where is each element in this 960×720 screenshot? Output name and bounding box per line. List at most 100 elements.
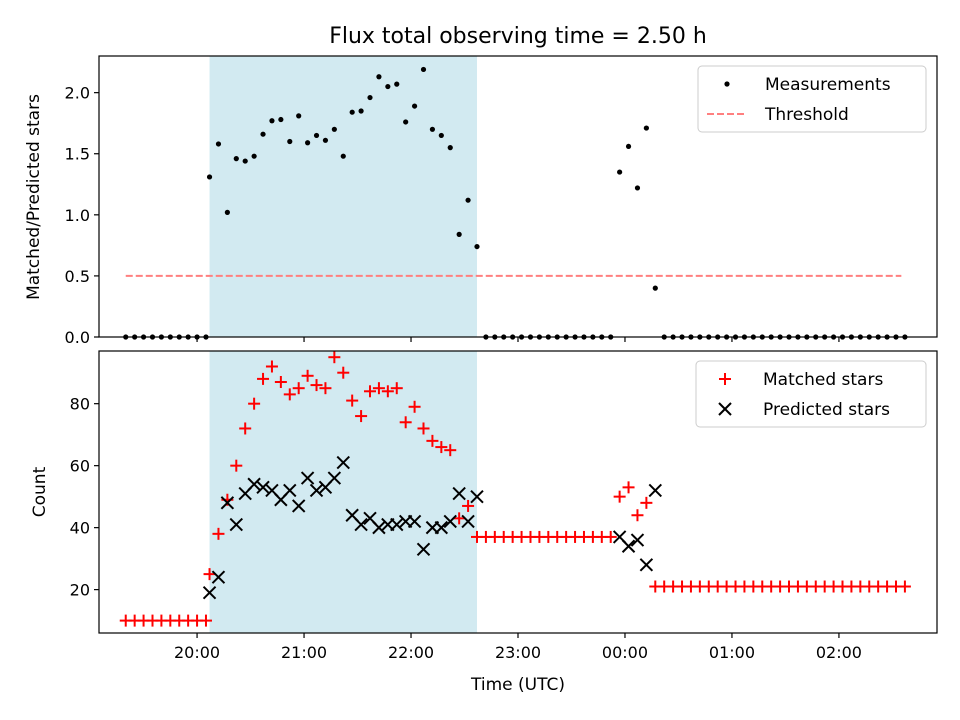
matched-point [640, 496, 653, 509]
matched-point [283, 388, 296, 401]
predicted-point [452, 486, 466, 501]
measurement-point [447, 145, 453, 151]
measurement-point [634, 185, 641, 191]
y-tick-label: 0.5 [65, 267, 90, 286]
matched-point [212, 527, 225, 540]
measurement-point [206, 174, 213, 180]
bottom-y-axis-label: Count [30, 466, 50, 517]
measurement-point [376, 74, 382, 80]
bottom-marks [119, 351, 911, 627]
y-tick-label: 0.0 [65, 328, 90, 347]
matched-point [265, 360, 278, 373]
top-legend-box [697, 65, 927, 133]
predicted-point [336, 455, 350, 470]
top-y-axis-label: Matched/Predicted stars [24, 94, 44, 300]
top-x-axis [196, 337, 840, 342]
measurement-point [456, 231, 462, 237]
matched-point [372, 382, 385, 395]
top-marks [123, 66, 908, 340]
chart-title: Flux total observing time = 2.50 h [329, 24, 707, 49]
bottom-panel: 20 40 60 80 20:00 21:00 22:00 23:00 00:00 01:00 0… [30, 350, 938, 695]
matched-point [310, 379, 323, 392]
measurement-point [429, 126, 436, 132]
matched-point [462, 499, 475, 512]
legend-predicted-marker [718, 402, 732, 416]
predicted-point [220, 496, 235, 510]
matched-point [408, 400, 421, 413]
measurement-point [465, 197, 471, 203]
predicted-point [461, 514, 475, 529]
matched-point [426, 434, 439, 447]
measurement-point [617, 169, 623, 175]
measurement-point [403, 119, 409, 125]
predicted-point [639, 558, 654, 572]
x-axis-label: Time (UTC) [470, 675, 565, 695]
predicted-point [434, 520, 449, 535]
measurement-point [420, 66, 427, 73]
measurement-point [233, 156, 239, 162]
matched-point [898, 580, 911, 593]
measurement-point [625, 143, 632, 150]
matched-point [417, 422, 430, 435]
measurement-point [394, 81, 400, 87]
matched-point [381, 385, 394, 398]
matched-point [399, 416, 412, 429]
matched-point [604, 530, 617, 543]
matched-point [319, 382, 332, 395]
y-tick-label: 20 [70, 581, 90, 600]
predicted-point [372, 520, 386, 535]
matched-point [257, 372, 270, 385]
predicted-point [390, 517, 404, 532]
matched-point [274, 375, 287, 388]
legend-matched-label: Matched stars [763, 370, 883, 390]
matched-point [453, 512, 466, 525]
matched-point [239, 422, 252, 435]
matched-point [292, 382, 305, 395]
predicted-point [621, 539, 636, 553]
matched-point [390, 382, 403, 395]
measurement-point [215, 141, 222, 147]
x-tick-label: 20:00 [174, 643, 220, 662]
measurement-point [269, 118, 275, 124]
measurement-point [474, 243, 480, 250]
predicted-point [247, 477, 261, 491]
bottom-legend: Matched stars Predicted stars [695, 360, 927, 428]
bottom-y-axis: 20 40 60 80 [70, 395, 99, 600]
measurement-point [313, 132, 320, 139]
legend-threshold-label: Threshold [764, 105, 849, 125]
bottom-legend-box [695, 360, 927, 428]
top-highlight-band [209, 56, 477, 337]
matched-point [444, 444, 457, 457]
measurement-point [340, 153, 346, 159]
measurement-point [296, 113, 302, 119]
matched-point [631, 509, 644, 522]
matched-point [364, 385, 377, 398]
measurement-point [349, 109, 355, 115]
y-tick-label: 1.0 [65, 206, 90, 225]
measurement-point [287, 138, 293, 145]
top-legend: Measurements Threshold [697, 65, 927, 133]
matched-point [199, 614, 212, 627]
predicted-point [416, 542, 431, 557]
legend-matched-marker [719, 373, 731, 385]
predicted-point [211, 570, 226, 584]
predicted-point [630, 533, 645, 547]
measurement-point [242, 158, 248, 164]
matched-point [230, 459, 243, 472]
measurement-point [358, 108, 364, 114]
measurement-point [278, 116, 284, 123]
measurement-point [322, 137, 329, 143]
matched-point [346, 394, 359, 407]
predicted-point [309, 483, 324, 498]
predicted-point [443, 514, 457, 529]
predicted-point [202, 586, 217, 600]
matched-point [248, 397, 261, 410]
measurement-point [438, 132, 444, 139]
measurement-point [652, 285, 658, 291]
bottom-highlight-band [209, 351, 477, 633]
matched-point [301, 369, 314, 382]
top-panel: 0.00.51.01.52.0 Matched/Predicted stars … [24, 55, 938, 347]
predicted-point [256, 480, 270, 495]
x-tick-label: 22:00 [388, 643, 434, 662]
predicted-point [229, 517, 243, 532]
